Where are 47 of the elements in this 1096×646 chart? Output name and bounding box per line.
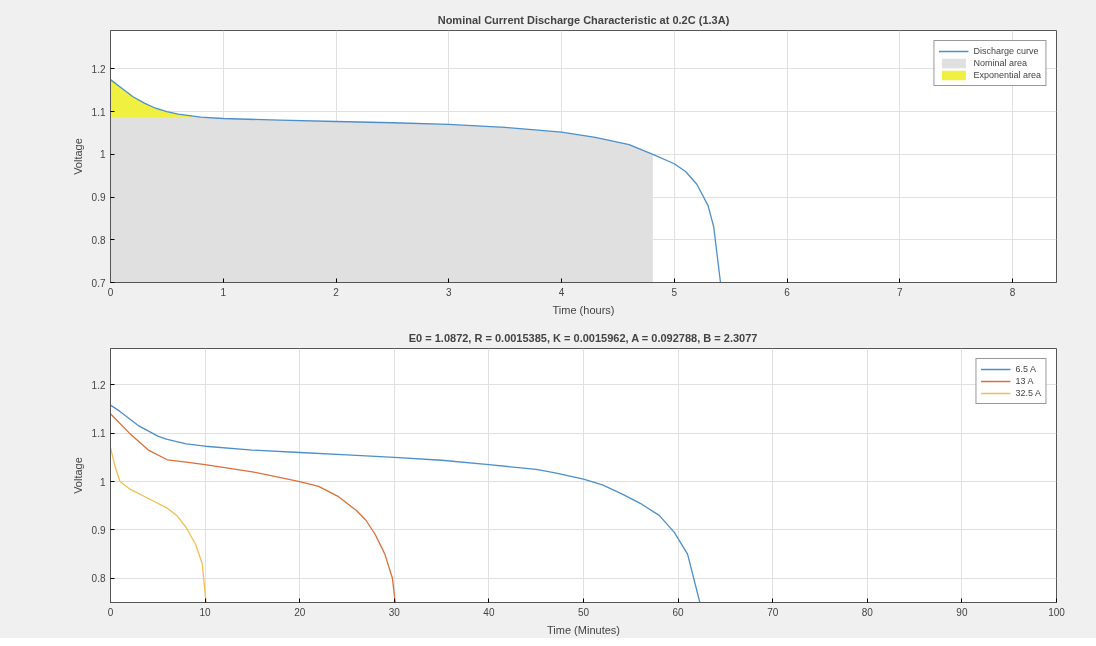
x-tick-label: 70 [767, 606, 779, 618]
x-axis-title: Time (hours) [552, 303, 615, 316]
x-tick-label: 50 [577, 606, 590, 618]
chart-title: Nominal Current Discharge Characteristic at 0.2C (1.3A) [437, 13, 730, 26]
x-tick-label: 6 [784, 286, 791, 298]
chart-title: E0 = 1.0872, R = 0.0015385, K = 0.0015962, A = 0.092788, B = 2.3077 [408, 331, 758, 344]
x-tick-label: 3 [445, 286, 452, 298]
legend-label: 6.5 A [1015, 363, 1036, 375]
line-series [110, 404, 701, 603]
x-tick-label: 2 [333, 286, 340, 298]
y-tick-label: 1.2 [91, 63, 106, 75]
x-tick-label: 90 [956, 606, 968, 618]
x-axis-title: Time (Minutes) [547, 623, 620, 636]
y-axis-title: Voltage [71, 138, 84, 175]
x-tick-label: 8 [1009, 286, 1016, 298]
y-tick-label: 1 [99, 476, 106, 488]
y-tick-label: 0.7 [91, 277, 106, 289]
legend-label: 13 A [1015, 375, 1035, 387]
x-tick-label: 100 [1048, 606, 1066, 618]
legend-label: Discharge curve [973, 45, 1039, 57]
y-tick-label: 0.9 [91, 524, 106, 536]
x-tick-label: 40 [483, 606, 495, 618]
line-series [110, 413, 396, 603]
legend-label: 32.5 A [1015, 387, 1041, 399]
x-tick-label: 0 [107, 606, 114, 618]
x-tick-label: 0 [107, 286, 114, 298]
line-series [110, 78, 722, 283]
y-tick-label: 1.1 [91, 106, 106, 118]
x-tick-label: 20 [294, 606, 306, 618]
x-tick-label: 1 [220, 286, 227, 298]
x-tick-label: 4 [558, 286, 565, 298]
x-tick-label: 7 [896, 286, 903, 298]
legend-label: Nominal area [973, 57, 1027, 69]
x-tick-label: 5 [671, 286, 678, 298]
line-series [110, 447, 207, 603]
y-tick-label: 1.2 [91, 379, 106, 391]
y-tick-label: 0.8 [91, 234, 106, 246]
y-tick-label: 1 [99, 149, 106, 161]
x-tick-label: 10 [199, 606, 212, 618]
y-tick-label: 0.8 [91, 573, 106, 585]
x-tick-label: 80 [861, 606, 874, 618]
y-tick-label: 0.9 [91, 192, 106, 204]
legend-label: Exponential area [973, 69, 1041, 81]
y-tick-label: 1.1 [91, 428, 106, 440]
x-tick-label: 30 [388, 606, 401, 618]
x-tick-label: 60 [672, 606, 685, 618]
y-axis-title: Voltage [71, 457, 84, 494]
